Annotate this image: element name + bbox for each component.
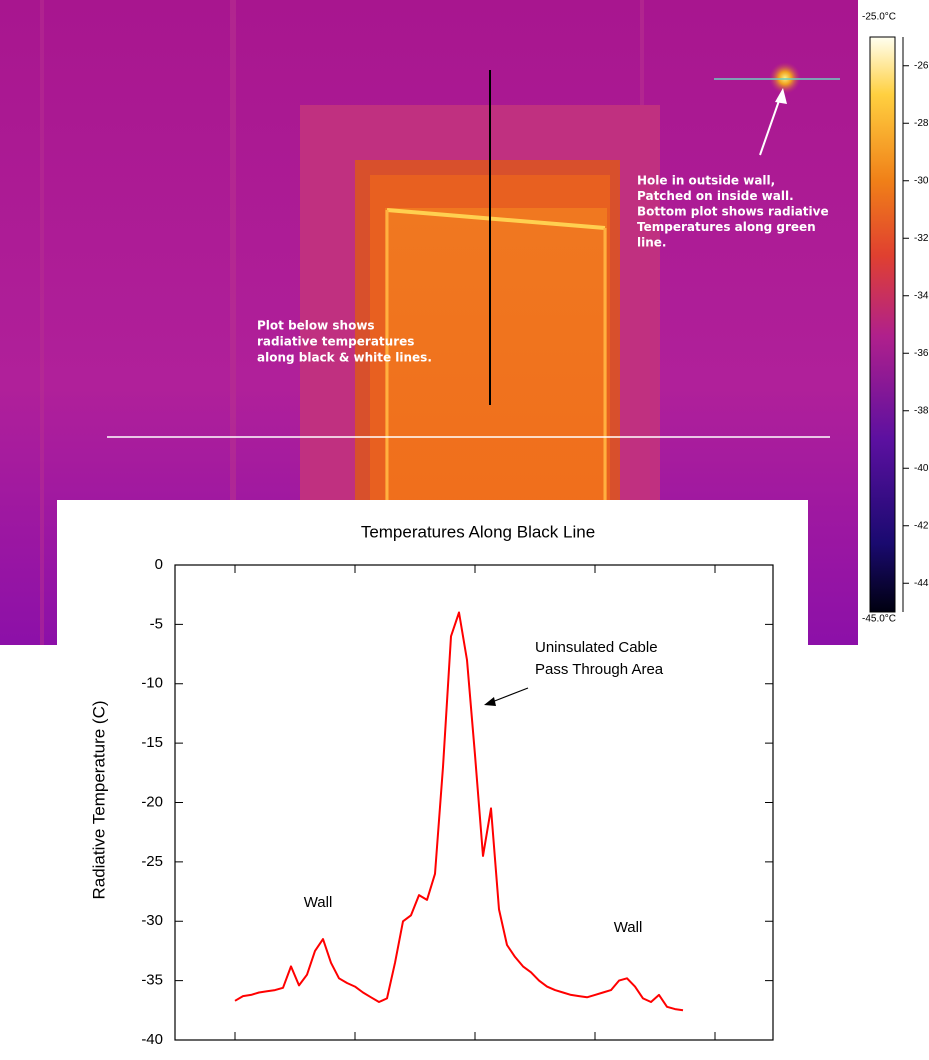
note-line: along black & white lines. — [257, 351, 432, 365]
y-tick-label: 0 — [155, 556, 163, 573]
y-tick-label: -25 — [141, 853, 163, 870]
colorbar-tick-label: -26 — [914, 60, 929, 71]
annotation-arrow — [491, 687, 529, 703]
y-tick-label: -35 — [141, 972, 163, 989]
y-tick-label: -5 — [150, 615, 163, 632]
y-axis-label: Radiative Temperature (C) — [89, 700, 108, 899]
y-tick-label: -30 — [141, 912, 163, 929]
note-line: line. — [637, 236, 666, 250]
annotation: Wall — [304, 894, 333, 911]
hole-note: Hole in outside wall,Patched on inside w… — [637, 174, 829, 250]
colorbar-tick-label: -28 — [914, 118, 929, 129]
annotation: Uninsulated Cable — [535, 639, 658, 656]
colorbar-tick-label: -30 — [914, 175, 929, 186]
y-tick-label: -10 — [141, 675, 163, 692]
colorbar-end-label: -45.0°C — [862, 614, 896, 625]
colorbar-tick-label: -36 — [914, 348, 929, 359]
chart-title: Temperatures Along Black Line — [361, 522, 595, 541]
colorbar-tick-label: -38 — [914, 405, 929, 416]
note-line: Patched on inside wall. — [637, 189, 794, 203]
note-line: Bottom plot shows radiative — [637, 205, 829, 219]
y-tick-label: -15 — [141, 734, 163, 751]
chart: Temperatures Along Black Line Radiative … — [89, 522, 774, 1048]
colorbar-end-label: -25.0°C — [862, 12, 896, 23]
annotation: Pass Through Area — [535, 661, 664, 678]
colorbar-tick-label: -40 — [914, 463, 929, 474]
note-line: Plot below shows — [257, 319, 375, 333]
annotation: Wall — [614, 919, 643, 936]
colorbar: -25.0°C -26 -28 -30 -32 -34 -36 -38 -40 -42 -44 -45… — [862, 12, 929, 625]
plot-note: Plot below shows radiative temperatures al… — [257, 319, 432, 365]
y-tick-label: -20 — [141, 793, 163, 810]
note-line: radiative temperatures — [257, 335, 414, 349]
colorbar-tick-label: -44 — [914, 578, 929, 589]
x-axis-ticks — [234, 565, 716, 1040]
colorbar-tick-label: -42 — [914, 520, 929, 531]
annotation-arrowhead — [484, 697, 496, 706]
colorbar-tick-label: -34 — [914, 290, 929, 301]
colorbar-tick-label: -32 — [914, 233, 929, 244]
note-line: Temperatures along green — [637, 220, 816, 234]
y-tick-label: -40 — [141, 1031, 163, 1048]
chart-panel — [57, 500, 808, 1060]
data-line — [234, 611, 684, 1012]
note-line: Hole in outside wall, — [637, 174, 775, 188]
